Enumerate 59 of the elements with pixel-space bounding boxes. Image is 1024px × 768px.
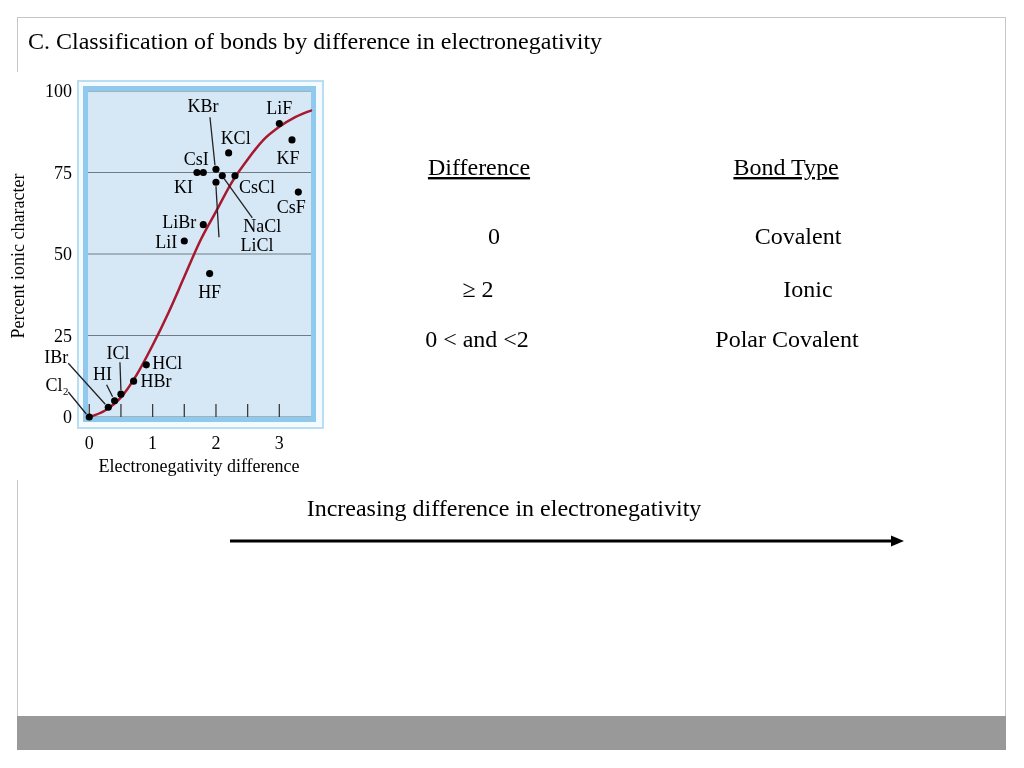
text: Increasing difference in electronegativity xyxy=(306,495,702,521)
point xyxy=(111,397,119,405)
x-tick-label: 3 xyxy=(274,433,284,453)
point xyxy=(206,270,214,278)
annotation: KCl xyxy=(220,127,251,148)
point xyxy=(180,237,188,245)
annotation: KF xyxy=(276,147,300,168)
x-axis-title: Electronegativity difference xyxy=(98,456,300,476)
annotation: CsCl xyxy=(238,176,275,197)
annotation: CsF xyxy=(276,197,306,218)
annotation: KI xyxy=(173,176,193,197)
annotation: HBr xyxy=(140,371,172,392)
y-tick-label: 0 xyxy=(63,407,72,427)
annotation: KBr xyxy=(187,96,219,117)
annotation: LiCl xyxy=(240,235,274,256)
annotation: CsI xyxy=(183,148,209,169)
y-tick-label: 75 xyxy=(54,162,72,183)
x-tick-label: 0 xyxy=(84,433,94,453)
point xyxy=(212,178,220,186)
annotation: HI xyxy=(93,363,113,384)
point xyxy=(85,413,93,421)
text: ≥ 2 xyxy=(462,276,494,302)
point xyxy=(199,221,207,229)
point xyxy=(212,165,220,173)
point xyxy=(288,136,296,144)
text: Covalent xyxy=(754,223,842,249)
annotation: Cl₂ xyxy=(45,375,69,395)
annotation: ICl xyxy=(106,343,130,364)
annotation: NaCl xyxy=(243,215,282,236)
text: Ionic xyxy=(783,276,833,302)
point xyxy=(218,172,226,180)
annotation: LiF xyxy=(266,97,293,118)
text: Polar Covalent xyxy=(715,326,859,352)
annotation: LiBr xyxy=(162,211,197,232)
y-axis-title: Percent ionic character xyxy=(8,173,28,339)
text: Bond Type xyxy=(733,154,839,180)
annotation: HCl xyxy=(152,352,183,373)
text: Difference xyxy=(427,154,531,180)
text: 0 < and <2 xyxy=(425,326,529,352)
y-tick-label: 100 xyxy=(45,81,72,101)
annotation: LiI xyxy=(155,231,178,252)
y-tick-label: 25 xyxy=(54,325,72,346)
point xyxy=(275,120,283,128)
x-tick-label: 2 xyxy=(211,433,221,453)
point xyxy=(294,188,302,196)
point xyxy=(231,172,239,180)
point xyxy=(225,149,233,157)
point xyxy=(104,403,112,411)
point xyxy=(117,390,125,398)
point xyxy=(130,377,138,385)
annotation: IBr xyxy=(44,347,69,368)
point xyxy=(199,168,207,177)
point xyxy=(142,361,150,369)
annotation: HF xyxy=(198,281,222,302)
x-tick-label: 1 xyxy=(148,433,158,453)
text: 0 xyxy=(488,223,500,249)
y-tick-label: 50 xyxy=(54,244,72,264)
point xyxy=(193,168,201,177)
chart-title: C. Classification of bonds by difference in electronegativity xyxy=(28,28,603,54)
